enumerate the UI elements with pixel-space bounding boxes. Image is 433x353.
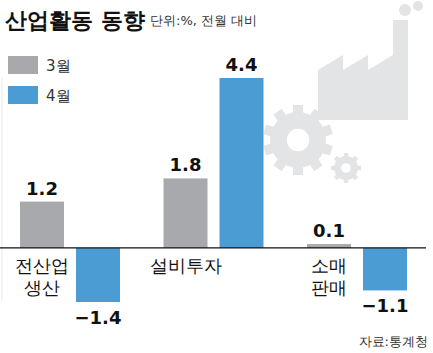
data-label: 1.2 [26, 178, 58, 199]
data-label: −1.1 [362, 295, 409, 316]
factory-icon [263, 1, 423, 183]
bars [20, 78, 407, 302]
bar [220, 78, 264, 248]
category-label: 설비투자 [150, 255, 222, 276]
data-label: 1.8 [170, 154, 202, 175]
data-label: −1.4 [75, 307, 122, 328]
legend-swatch [8, 56, 38, 74]
category-label: 소매판매 [311, 255, 347, 298]
data-label: 4.4 [226, 54, 258, 75]
category-label: 전산업생산 [15, 255, 69, 298]
title: 산업활동 동향 [5, 8, 145, 33]
bar [20, 202, 64, 248]
legend-label: 4월 [46, 87, 71, 105]
bar [363, 248, 407, 290]
legend-swatch [8, 86, 38, 104]
bar [164, 178, 208, 248]
legend-label: 3월 [46, 57, 71, 75]
subtitle: 단위:%, 전월 대비 [150, 13, 257, 28]
bar [76, 248, 120, 302]
source: 자료:통계청 [359, 334, 428, 349]
y-axis-line [2, 78, 3, 302]
data-label: 0.1 [313, 220, 345, 241]
baseline [0, 247, 426, 248]
chart: 산업활동 동향 단위:%, 전월 대비자료:통계청 3월 4월 1.2 1.8 0.1 −1.… [0, 0, 433, 353]
